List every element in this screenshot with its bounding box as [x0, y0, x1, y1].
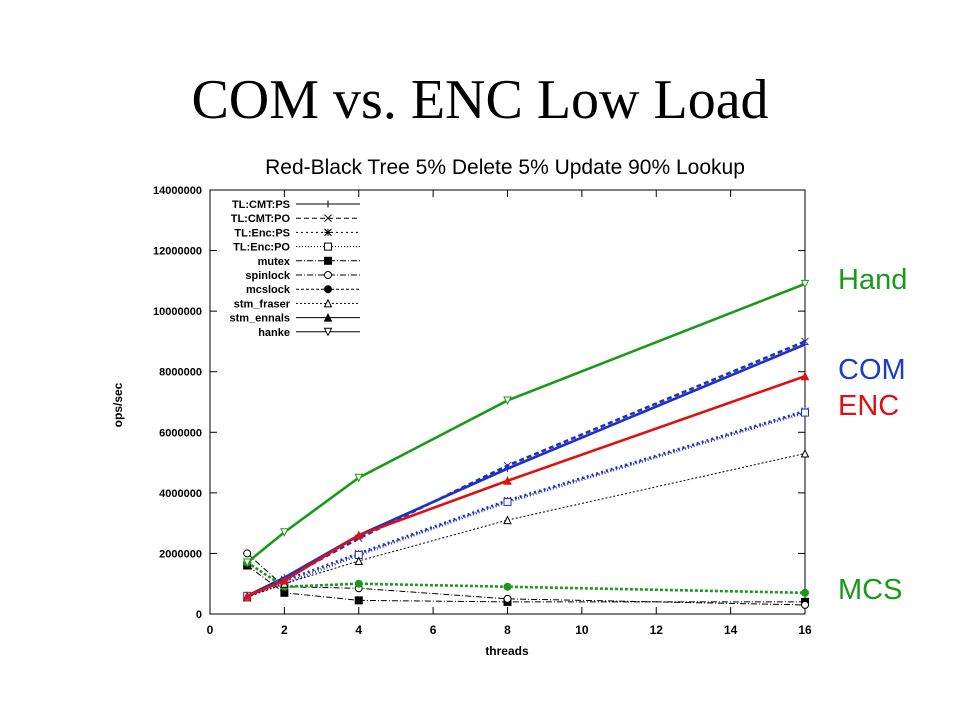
legend-label: TL:CMT:PO	[231, 213, 291, 225]
legend-item-mutex: mutex	[258, 256, 360, 268]
marker-mcslock-3	[503, 582, 512, 591]
marker-tl-cmt-po-3	[503, 461, 512, 470]
marker-hanke-0	[242, 558, 252, 568]
y-tick-label: 4000000	[159, 488, 202, 500]
marker-stm-fraser-4	[800, 448, 810, 458]
marker-legend-tl-enc-ps	[324, 228, 332, 237]
legend-item-hanke: hanke	[258, 327, 360, 339]
y-tick-label: 10000000	[153, 306, 202, 318]
marker-legend-spinlock	[324, 271, 332, 279]
legend-label: hanke	[258, 327, 290, 339]
marker-legend-stm-ennals	[323, 312, 333, 322]
x-tick-label: 12	[650, 623, 664, 637]
marker-legend-tl-enc-po	[324, 242, 332, 251]
marker-stm-ennals-1	[280, 576, 289, 585]
marker-tl-cmt-po-4	[801, 337, 809, 346]
series-mcslock	[243, 558, 809, 597]
legend-item-mcslock: mcslock	[246, 284, 360, 296]
series-line-tl-enc-ps	[246, 409, 806, 598]
chart-series	[242, 279, 810, 609]
series-hanke	[242, 279, 810, 568]
legend-label: mcslock	[246, 284, 291, 296]
legend-item-tl-cmt-po: TL:CMT:PO	[231, 213, 360, 225]
marker-stm-ennals-4	[800, 371, 810, 381]
legend-label: mutex	[258, 256, 291, 268]
marker-legend-mutex	[324, 256, 332, 265]
marker-legend-stm-fraser	[323, 298, 333, 308]
legend-label: TL:Enc:PS	[234, 227, 290, 239]
x-tick-label: 0	[207, 623, 214, 637]
marker-hanke-4	[800, 279, 810, 289]
annotation-hand: Hand	[838, 264, 908, 296]
marker-spinlock-3	[503, 594, 512, 603]
legend-item-tl-enc-po: TL:Enc:PO	[233, 242, 360, 254]
series-stm-fraser	[242, 448, 810, 602]
series-line-tl-enc-po	[246, 411, 806, 598]
y-axis-label: ops/sec	[111, 382, 125, 427]
marker-stm-fraser-3	[503, 515, 512, 525]
marker-mcslock-4	[801, 588, 809, 597]
slide-title: COM vs. ENC Low Load	[191, 69, 769, 131]
legend-label: spinlock	[245, 270, 291, 282]
marker-tl-enc-po-4	[801, 408, 809, 417]
x-tick-label: 2	[281, 623, 288, 637]
chart-axes: 0 2 4 6 8 10 12 14 16 0 2000000 4000000 6000000 80000…	[153, 185, 812, 637]
series-line-mutex	[246, 565, 805, 603]
marker-hanke-3	[503, 396, 512, 406]
legend-label: TL:Enc:PO	[233, 242, 290, 254]
series-tl-cmt-ps	[243, 340, 809, 600]
series-line-hanke	[246, 282, 806, 564]
series-mutex	[243, 561, 809, 606]
marker-stm-ennals-3	[503, 476, 512, 485]
legend-item-tl-cmt-ps: TL:CMT:PS	[232, 199, 360, 211]
series-line-stm-ennals	[246, 375, 806, 598]
marker-legend-tl-cmt-po	[324, 214, 332, 223]
marker-hanke-2	[354, 473, 364, 483]
series-line-tl-cmt-ps	[246, 343, 806, 597]
marker-hanke-1	[280, 528, 289, 537]
legend-label: stm_fraser	[234, 298, 291, 310]
legend-label: TL:CMT:PS	[232, 199, 290, 211]
legend-label: stm_ennals	[229, 313, 290, 325]
marker-stm-ennals-0	[242, 591, 252, 600]
legend-item-tl-enc-ps: TL:Enc:PS	[234, 227, 360, 239]
legend-item-stm-ennals: stm_ennals	[229, 313, 360, 325]
x-tick-label: 8	[504, 623, 511, 637]
x-tick-label: 14	[724, 623, 738, 637]
y-tick-label: 12000000	[153, 246, 202, 258]
marker-spinlock-0	[243, 549, 252, 558]
y-tick-label: 6000000	[159, 427, 202, 439]
x-tick-label: 16	[798, 623, 812, 637]
chart-title: Red-Black Tree 5% Delete 5% Update 90% L…	[265, 156, 745, 179]
marker-mutex-2	[354, 596, 363, 605]
y-tick-label: 2000000	[159, 548, 202, 560]
annotation-mcs: MCS	[838, 574, 903, 606]
x-axis-label: threads	[485, 644, 529, 658]
marker-spinlock-4	[801, 600, 809, 609]
marker-stm-fraser-2	[354, 556, 364, 565]
series-stm-ennals	[242, 371, 810, 600]
marker-mcslock-2	[354, 579, 363, 588]
annotation-com: COM	[838, 354, 906, 386]
marker-legend-hanke	[323, 327, 333, 337]
marker-stm-ennals-2	[354, 530, 364, 540]
x-tick-label: 4	[355, 623, 362, 637]
chart-legend: TL:CMT:PS TL:CMT:PO TL:Enc:PS TL:Enc:PO mute…	[229, 199, 360, 339]
marker-legend-mcslock	[324, 285, 332, 294]
series-spinlock	[243, 549, 809, 609]
y-tick-label: 14000000	[153, 185, 202, 197]
series-line-mcslock	[246, 561, 806, 595]
marker-tl-enc-po-3	[503, 497, 512, 506]
legend-item-stm-fraser: stm_fraser	[234, 298, 360, 310]
y-tick-label: 8000000	[159, 367, 202, 379]
x-tick-label: 6	[430, 623, 437, 637]
annotation-enc: ENC	[838, 390, 900, 422]
marker-legend-tl-cmt-ps	[324, 200, 332, 208]
y-tick-label: 0	[196, 609, 202, 621]
legend-item-spinlock: spinlock	[245, 270, 360, 282]
x-tick-label: 10	[575, 623, 589, 637]
series-tl-enc-po	[243, 408, 809, 600]
